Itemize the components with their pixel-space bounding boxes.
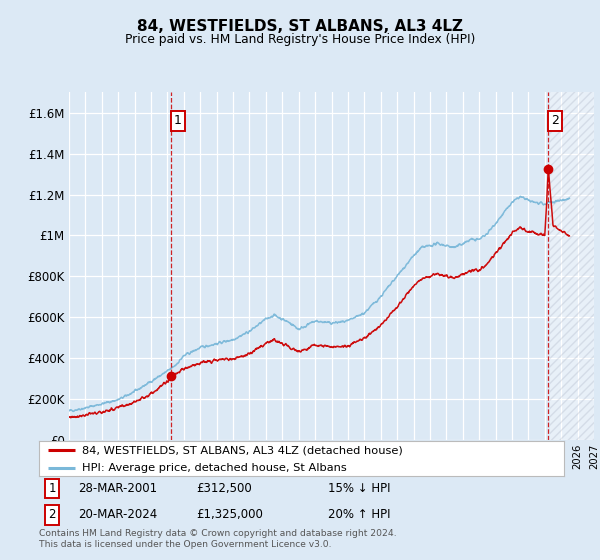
Text: Contains HM Land Registry data © Crown copyright and database right 2024.
This d: Contains HM Land Registry data © Crown c… [39,529,397,549]
Text: 15% ↓ HPI: 15% ↓ HPI [328,482,390,495]
Text: 84, WESTFIELDS, ST ALBANS, AL3 4LZ: 84, WESTFIELDS, ST ALBANS, AL3 4LZ [137,20,463,34]
Text: HPI: Average price, detached house, St Albans: HPI: Average price, detached house, St A… [82,463,347,473]
Text: 1: 1 [174,114,182,128]
Text: 2: 2 [551,114,559,128]
Bar [550,92,594,440]
Text: 1: 1 [49,482,56,495]
Text: Price paid vs. HM Land Registry's House Price Index (HPI): Price paid vs. HM Land Registry's House … [125,32,475,46]
Text: 20-MAR-2024: 20-MAR-2024 [79,508,158,521]
Text: 84, WESTFIELDS, ST ALBANS, AL3 4LZ (detached house): 84, WESTFIELDS, ST ALBANS, AL3 4LZ (deta… [82,445,403,455]
Text: 2: 2 [49,508,56,521]
Text: 20% ↑ HPI: 20% ↑ HPI [328,508,390,521]
Text: 28-MAR-2001: 28-MAR-2001 [79,482,157,495]
Text: £312,500: £312,500 [197,482,252,495]
Text: £1,325,000: £1,325,000 [197,508,263,521]
